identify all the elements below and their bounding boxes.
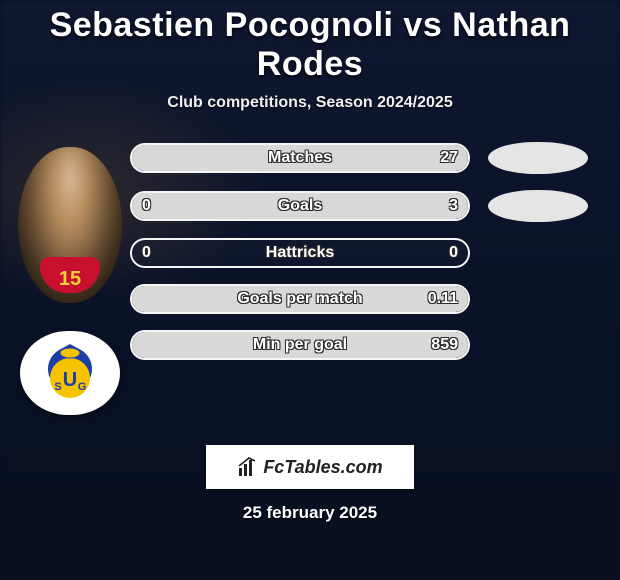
stat-right-pill (488, 190, 588, 222)
stat-track: Goals per match 0.11 (130, 284, 470, 314)
stat-value-right: 0.11 (428, 290, 458, 308)
player1-club-logo: U S G (20, 331, 120, 415)
snapshot-date: 25 february 2025 (243, 503, 377, 523)
stat-name: Goals (278, 197, 322, 215)
stat-value-right: 3 (449, 197, 458, 215)
stat-track: Matches 27 (130, 143, 470, 173)
brand-text: FcTables.com (263, 457, 382, 478)
player1-avatar: 15 (18, 147, 122, 303)
stat-row: 0 Goals 3 (130, 190, 604, 222)
stat-row: 0 Hattricks 0 (130, 238, 604, 268)
club-crest-icon: U S G (35, 342, 105, 404)
stat-value-right: 27 (440, 149, 458, 167)
stat-name: Min per goal (253, 336, 347, 354)
stat-track: 0 Hattricks 0 (130, 238, 470, 268)
stat-name: Goals per match (237, 290, 362, 308)
stat-track: 0 Goals 3 (130, 191, 470, 221)
stat-bars-column: Matches 27 0 Goals 3 0 Hattricks 0 Goals per mat… (130, 142, 610, 360)
page-title: Sebastien Pocognoli vs Nathan Rodes (0, 6, 620, 84)
content-root: Sebastien Pocognoli vs Nathan Rodes Club… (0, 0, 620, 580)
stat-value-right: 0 (449, 244, 458, 262)
stat-row: Min per goal 859 (130, 330, 604, 360)
brand-box: FcTables.com (206, 445, 414, 489)
comparison-panel: 15 U S G Matches 27 0 Goals 3 0 Hattricks 0 Goal… (0, 142, 620, 415)
stat-value-right: 859 (431, 336, 458, 354)
page-subtitle: Club competitions, Season 2024/2025 (167, 94, 452, 112)
stat-value-left: 0 (142, 197, 151, 215)
left-avatar-column: 15 U S G (10, 142, 130, 415)
stat-track: Min per goal 859 (130, 330, 470, 360)
stat-value-left: 0 (142, 244, 151, 262)
stat-name: Matches (268, 149, 332, 167)
svg-text:S: S (54, 381, 61, 393)
brand-chart-icon (237, 456, 259, 478)
player1-jersey-number: 15 (59, 268, 81, 291)
stat-row: Matches 27 (130, 142, 604, 174)
stat-name: Hattricks (266, 244, 334, 262)
svg-text:G: G (78, 381, 87, 393)
stat-row: Goals per match 0.11 (130, 284, 604, 314)
svg-text:U: U (63, 369, 77, 391)
stat-right-pill (488, 142, 588, 174)
